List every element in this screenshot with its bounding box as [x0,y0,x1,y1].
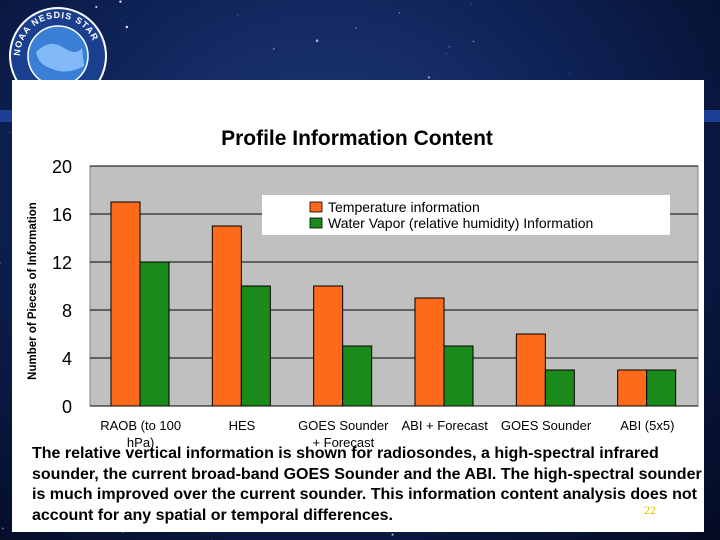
legend-label: Temperature information [328,199,480,215]
x-tick-label: ABI (5x5) [620,418,674,433]
x-tick-label: GOES Sounder [501,418,592,433]
star-dot [237,14,239,16]
bar-water-vapor [646,369,677,407]
plot-area: 0 4 8 12 16 20 RAOB (to 100 hPa) HES GOES Sounder… [52,157,699,450]
legend-swatch [309,201,323,213]
y-tick-label: 8 [62,301,72,321]
bar-water-vapor [443,345,474,407]
y-tick-label: 12 [52,253,72,273]
bar-temperature [110,201,141,407]
legend-swatch [309,217,323,229]
star-dot [445,53,447,55]
bar-water-vapor [139,261,170,407]
star-dot [398,12,400,14]
chart-title: Profile Information Content [221,127,493,150]
star-dot [568,73,570,75]
star-dot [119,0,122,3]
bar-temperature [313,285,344,407]
star-dot [0,262,1,264]
x-tick-label: + Forecast [312,435,374,450]
star-dot [9,131,11,134]
bar-water-vapor [342,345,373,407]
star-dot [211,538,213,540]
star-dot [470,3,472,5]
star-dot [355,27,357,29]
bar-water-vapor [544,369,575,407]
star-dot [315,39,319,42]
slide-panel: Profile Information Content Number of Pi… [12,80,704,532]
slide-caption: The relative vertical information is sho… [32,445,702,524]
bar-temperature [211,225,242,407]
x-tick-label: GOES Sounder [298,418,389,433]
star-dot [472,40,475,43]
y-tick-label: 20 [52,157,72,177]
star-dot [427,76,430,79]
x-tick-label: HES [229,418,256,433]
bar-temperature [414,297,445,407]
page-number: 22 [644,503,656,517]
star-dot [391,533,394,536]
y-tick-label: 4 [62,349,72,369]
y-axis-label: Number of Pieces of Information [27,202,39,380]
x-tick-label: ABI + Forecast [401,418,488,433]
chart: Profile Information Content Number of Pi… [27,127,699,450]
star-dot [272,47,275,50]
legend-label: Water Vapor (relative humidity) Informat… [328,215,593,231]
x-tick-label: RAOB (to 100 [100,418,181,433]
star-dot [95,5,98,8]
bar-water-vapor [240,285,271,407]
star-dot [125,25,129,29]
bar-temperature [515,333,546,407]
x-tick-label: hPa) [127,435,154,450]
star-dot [120,19,122,21]
star-dot [1,527,4,530]
y-tick-label: 0 [62,397,72,417]
star-dot [448,45,451,48]
bar-temperature [617,369,648,407]
legend-box [262,195,670,235]
y-tick-label: 16 [52,205,72,225]
